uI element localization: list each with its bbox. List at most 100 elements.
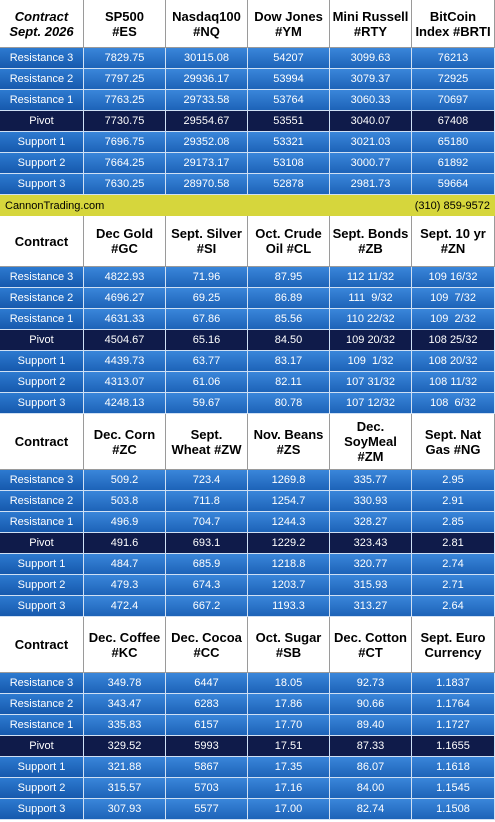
value-cell: 704.7 [166, 512, 248, 533]
value-text: 17.16 [274, 782, 303, 794]
value-text: 65.16 [192, 334, 221, 346]
value-text: 3099.63 [350, 52, 391, 64]
label-text: Resistance 2 [9, 292, 74, 304]
value-text: 4696.27 [104, 292, 145, 304]
value-text: 92.73 [356, 677, 385, 689]
value-cell: 2.85 [412, 512, 495, 533]
value-text: 1269.8 [271, 474, 306, 486]
value-cell: 323.43 [330, 533, 412, 554]
column-header: Sept. Nat Gas #NG [412, 414, 495, 470]
value-text: 5577 [194, 803, 219, 815]
value-cell: 7829.75 [84, 48, 166, 69]
value-text: 18.05 [274, 677, 303, 689]
value-text: 82.74 [356, 803, 385, 815]
value-text: 509.2 [110, 474, 139, 486]
value-text: 1.1545 [436, 782, 470, 794]
value-cell: 71.96 [166, 267, 248, 288]
value-text: 491.6 [110, 537, 139, 549]
header-line: #ZC [112, 441, 137, 457]
value-cell: 87.95 [248, 267, 330, 288]
value-text: 693.1 [192, 537, 221, 549]
value-cell: 29733.58 [166, 90, 248, 111]
header-line: Wheat #ZW [171, 441, 242, 457]
value-cell: 72925 [412, 69, 495, 90]
value-cell: 349.78 [84, 673, 166, 694]
value-text: 29733.58 [183, 94, 230, 106]
column-header: Sept. 10 yr #ZN [412, 216, 495, 267]
label-text: Support 2 [17, 376, 66, 388]
value-cell: 674.3 [166, 575, 248, 596]
value-cell: 1.1618 [412, 757, 495, 778]
value-cell: 5993 [166, 736, 248, 757]
website: CannonTrading.com [5, 199, 105, 212]
value-text: 1.1508 [436, 803, 470, 815]
value-cell: 108 25/32 [412, 330, 495, 351]
value-cell: 67408 [412, 111, 495, 132]
value-cell: 61892 [412, 153, 495, 174]
value-text: 110 22/32 [346, 313, 395, 325]
header-line: Gas #NG [425, 441, 481, 457]
label-text: Resistance 1 [9, 94, 74, 106]
value-text: 86.89 [274, 292, 303, 304]
value-cell: 307.93 [84, 799, 166, 820]
value-text: 28970.58 [183, 178, 230, 190]
header-line: #KC [111, 644, 138, 660]
row-label: Pivot [0, 533, 84, 554]
value-cell: 3021.03 [330, 132, 412, 153]
header-line: Sept. Silver [171, 226, 242, 241]
value-text: 1229.2 [271, 537, 306, 549]
value-text: 704.7 [192, 516, 221, 528]
column-header: Sept. Silver #SI [166, 216, 248, 267]
value-text: 107 31/32 [346, 376, 395, 388]
value-text: 63.77 [192, 355, 221, 367]
value-text: 29352.08 [183, 136, 230, 148]
value-text: 17.70 [274, 719, 303, 731]
value-cell: 3079.37 [330, 69, 412, 90]
value-cell: 4631.33 [84, 309, 166, 330]
row-label: Support 1 [0, 351, 84, 372]
column-header: Mini Russell #RTY [330, 0, 412, 48]
value-text: 2.85 [442, 516, 464, 528]
value-cell: 693.1 [166, 533, 248, 554]
value-cell: 84.50 [248, 330, 330, 351]
value-cell: 7797.25 [84, 69, 166, 90]
value-cell: 1218.8 [248, 554, 330, 575]
value-text: 315.57 [107, 782, 142, 794]
header-line: Dec. [356, 419, 385, 434]
value-cell: 479.3 [84, 575, 166, 596]
value-text: 72925 [437, 73, 469, 85]
label-text: Support 3 [17, 803, 66, 815]
value-text: 109 2/32 [430, 313, 476, 325]
value-text: 2.64 [442, 600, 464, 612]
row-label: Resistance 2 [0, 69, 84, 90]
header-line: Sept. Nat [424, 426, 482, 442]
value-cell: 4248.13 [84, 393, 166, 414]
value-cell: 1269.8 [248, 470, 330, 491]
value-cell: 2981.73 [330, 174, 412, 195]
header-line: Dec. Cocoa [171, 629, 242, 645]
value-text: 1244.3 [271, 516, 306, 528]
value-text: 3040.07 [350, 115, 391, 127]
value-text: 484.7 [110, 558, 139, 570]
value-text: 70697 [437, 94, 469, 106]
row-label: Resistance 3 [0, 470, 84, 491]
column-header: Oct. Crude Oil #CL [248, 216, 330, 267]
value-cell: 2.95 [412, 470, 495, 491]
value-text: 5867 [194, 761, 219, 773]
value-cell: 2.81 [412, 533, 495, 554]
label-text: Support 3 [17, 178, 66, 190]
value-text: 7730.75 [104, 115, 145, 127]
value-text: 4631.33 [104, 313, 145, 325]
value-text: 1.1837 [436, 677, 470, 689]
row-label: Support 3 [0, 799, 84, 820]
value-text: 329.52 [107, 740, 142, 752]
label-text: Resistance 3 [9, 271, 74, 283]
row-label: Support 3 [0, 174, 84, 195]
label-text: Resistance 1 [9, 719, 74, 731]
value-cell: 65.16 [166, 330, 248, 351]
column-header: Dec Gold #GC [84, 216, 166, 267]
column-header: Dec. SoyMeal #ZM [330, 414, 412, 470]
value-cell: 85.56 [248, 309, 330, 330]
value-cell: 89.40 [330, 715, 412, 736]
header-line: Nov. Beans [253, 426, 324, 442]
